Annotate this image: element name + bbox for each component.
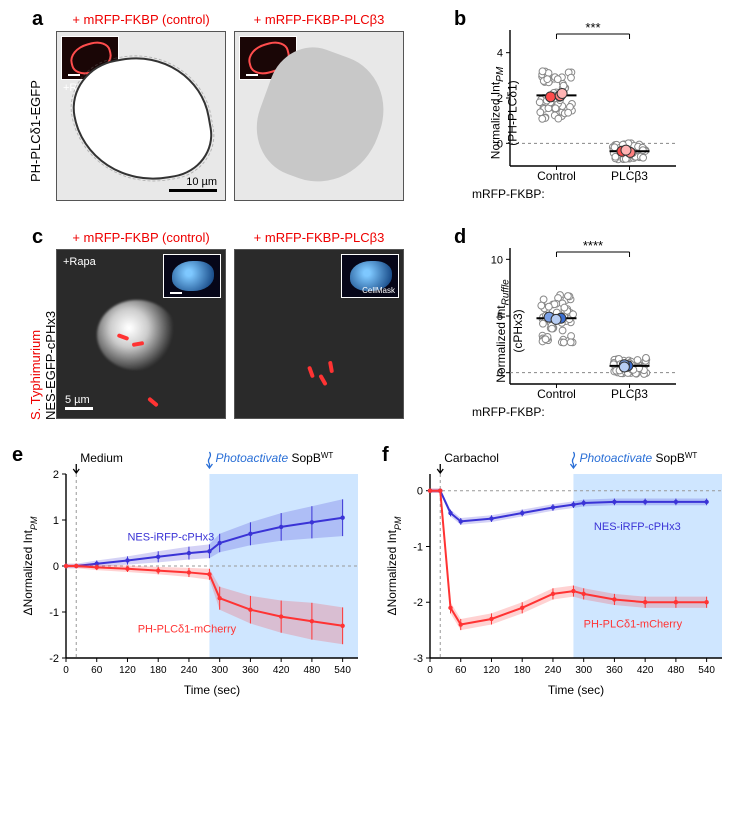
svg-text:PLCβ3: PLCβ3 — [611, 387, 648, 401]
panel-c-side-label: S. Typhimurium NES-EGFP-cPHx3 — [28, 311, 58, 420]
panel-c-right: + mRFP-FKBP-PLCβ3 CellMask — [234, 230, 404, 426]
svg-text:4: 4 — [497, 48, 503, 60]
ruffle-shape — [97, 300, 177, 370]
panel-c-left: + mRFP-FKBP (control) +Rapa 5 µm — [56, 230, 226, 426]
svg-text:mRFP-FKBP:: mRFP-FKBP: — [472, 405, 545, 419]
svg-text:Carbachol: Carbachol — [444, 451, 499, 465]
panel-d-ylabel: Normalized IntRuffle (cPHx3) — [494, 279, 525, 383]
svg-text:Medium: Medium — [80, 451, 123, 465]
panel-label-a: a — [32, 8, 43, 31]
panel-a-left: + mRFP-FKBP (control) +Rapa 10 µm — [56, 12, 226, 208]
svg-text:420: 420 — [637, 665, 654, 676]
svg-text:ΔNormalized IntPM: ΔNormalized IntPM — [385, 516, 403, 615]
svg-text:240: 240 — [181, 665, 198, 676]
inset-c-control — [163, 254, 221, 298]
svg-text:-3: -3 — [413, 653, 423, 665]
svg-text:480: 480 — [668, 665, 685, 676]
svg-text:-2: -2 — [49, 653, 59, 665]
svg-text:NES-iRFP-cPHx3: NES-iRFP-cPHx3 — [127, 532, 214, 544]
svg-text:NES-iRFP-cPHx3: NES-iRFP-cPHx3 — [594, 521, 681, 533]
panel-b-ylabel: Normalized IntPM (PH-PLCδ1) — [488, 67, 519, 159]
svg-text:Photoactivate SopBWT: Photoactivate SopBWT — [215, 451, 333, 466]
inset-cell-blue — [172, 261, 214, 291]
svg-text:PH-PLCδ1-mCherry: PH-PLCδ1-mCherry — [138, 624, 237, 636]
svg-text:360: 360 — [606, 665, 623, 676]
inset-c-plcb3: CellMask — [341, 254, 399, 298]
svg-text:60: 60 — [91, 665, 103, 676]
panel-a-right: + mRFP-FKBP-PLCβ3 — [234, 12, 404, 208]
svg-text:420: 420 — [273, 665, 290, 676]
panel-e-timecourse: -2-1012060120180240300360420480540NES-iR… — [18, 448, 368, 698]
svg-text:0: 0 — [53, 561, 59, 573]
panel-label-c: c — [32, 226, 43, 249]
svg-text:1: 1 — [53, 515, 59, 527]
svg-text:540: 540 — [334, 665, 351, 676]
svg-text:Time (sec): Time (sec) — [548, 683, 604, 697]
svg-text:PLCβ3: PLCβ3 — [611, 169, 648, 183]
panel-a-right-title: + mRFP-FKBP-PLCβ3 — [254, 12, 385, 27]
svg-text:480: 480 — [304, 665, 321, 676]
svg-text:120: 120 — [119, 665, 136, 676]
svg-text:Time (sec): Time (sec) — [184, 683, 240, 697]
bacterium — [318, 374, 327, 386]
svg-text:300: 300 — [211, 665, 228, 676]
svg-text:180: 180 — [514, 665, 531, 676]
bacterium — [328, 361, 334, 374]
svg-text:240: 240 — [545, 665, 562, 676]
svg-text:2: 2 — [53, 469, 59, 481]
svg-text:Control: Control — [537, 169, 576, 183]
inset-label-rapa-c: +Rapa — [63, 256, 96, 268]
svg-text:180: 180 — [150, 665, 167, 676]
svg-text:Control: Control — [537, 387, 576, 401]
panel-a-left-title: + mRFP-FKBP (control) — [72, 12, 209, 27]
svg-text:-1: -1 — [413, 541, 423, 553]
panel-f-timecourse: -3 -2 -1 0 0 60 120 180 240 300 360 420 480 540 NES-iR… — [382, 448, 732, 698]
scalebar-c — [65, 407, 93, 410]
inset-scalebar — [68, 74, 80, 76]
scalebar-c-label: 5 µm — [65, 394, 90, 406]
micrograph-c-control: +Rapa 5 µm — [56, 249, 226, 419]
svg-text:300: 300 — [575, 665, 592, 676]
svg-text:-2: -2 — [413, 597, 423, 609]
svg-text:ΔNormalized IntPM: ΔNormalized IntPM — [21, 516, 39, 615]
svg-text:120: 120 — [483, 665, 500, 676]
scalebar-a-label: 10 µm — [186, 176, 217, 188]
micrograph-a-control: +Rapa 10 µm — [56, 31, 226, 201]
svg-text:Photoactivate SopBWT: Photoactivate SopBWT — [579, 451, 697, 466]
svg-text:360: 360 — [242, 665, 259, 676]
inset-label-cellmask: CellMask — [362, 286, 395, 295]
micrograph-a-plcb3 — [234, 31, 404, 201]
svg-text:0: 0 — [417, 486, 423, 498]
bacterium — [307, 366, 315, 379]
svg-text:10: 10 — [491, 254, 503, 266]
svg-text:540: 540 — [698, 665, 715, 676]
panel-d-scatter: Normalized IntRuffle (cPHx3) 0510****Con… — [464, 236, 684, 426]
svg-text:PH-PLCδ1-mCherry: PH-PLCδ1-mCherry — [584, 618, 683, 630]
svg-text:mRFP-FKBP:: mRFP-FKBP: — [472, 187, 545, 201]
inset-scalebar — [246, 74, 258, 76]
scalebar-a — [169, 189, 217, 192]
svg-text:***: *** — [585, 20, 600, 35]
svg-text:****: **** — [583, 238, 603, 253]
panel-b-scatter: Normalized IntPM (PH-PLCδ1) 024***Contro… — [464, 18, 684, 208]
panel-c-left-title: + mRFP-FKBP (control) — [72, 230, 209, 245]
svg-text:60: 60 — [455, 665, 467, 676]
svg-text:0: 0 — [63, 665, 69, 676]
inset-scalebar — [170, 292, 182, 294]
micrograph-c-plcb3: CellMask — [234, 249, 404, 419]
panel-a-side-label: PH-PLCδ1-EGFP — [28, 80, 43, 182]
panel-c-right-title: + mRFP-FKBP-PLCβ3 — [254, 230, 385, 245]
svg-text:0: 0 — [427, 665, 433, 676]
bacterium — [147, 397, 159, 408]
svg-text:-1: -1 — [49, 607, 59, 619]
